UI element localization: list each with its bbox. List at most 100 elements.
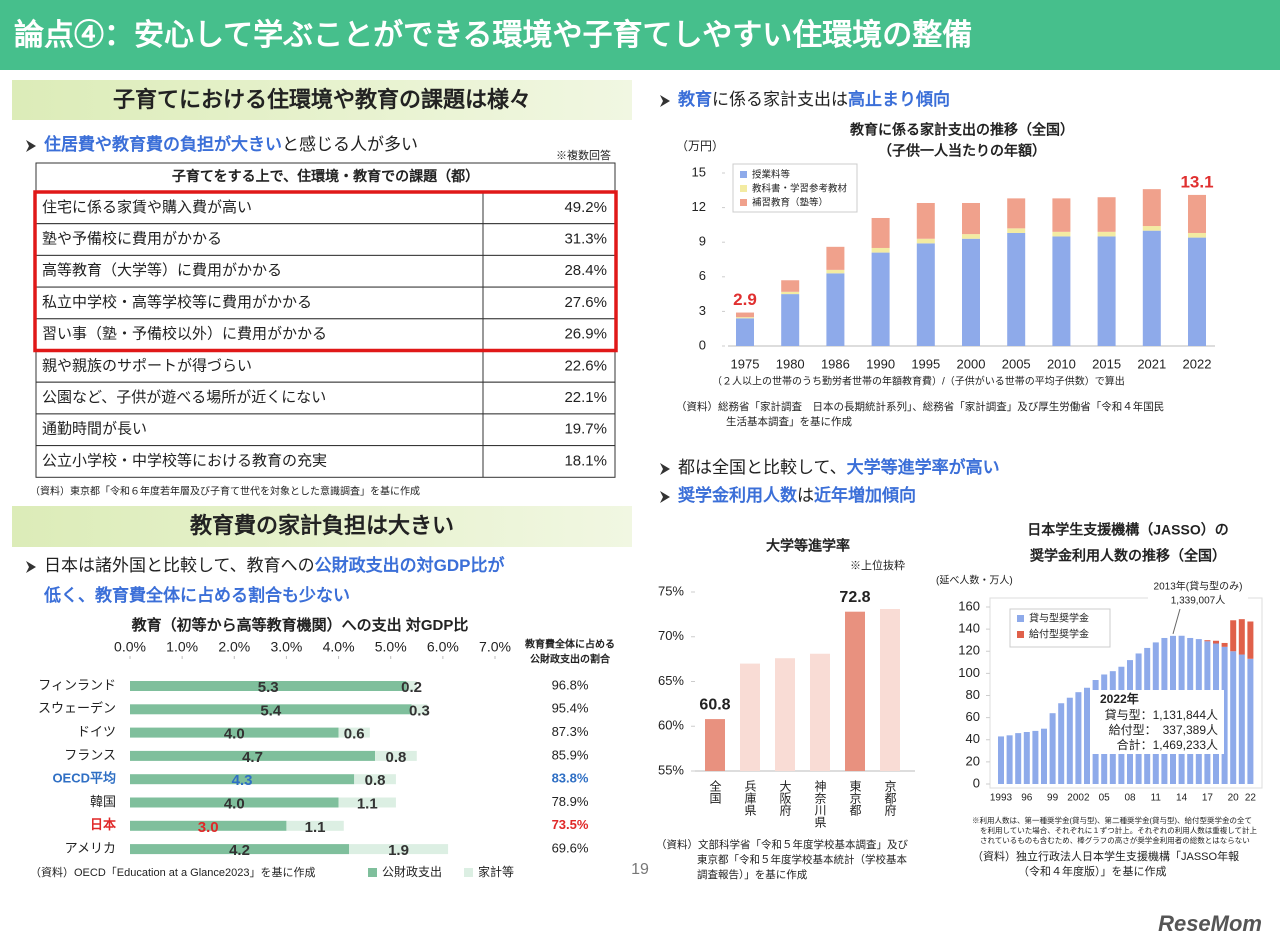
bar-segment: [130, 797, 339, 808]
bullet: 教育に係る家計支出は高止まり傾向: [677, 89, 950, 109]
note: ※上位抜粋: [850, 558, 905, 572]
x-tick-label: 東京都: [848, 780, 862, 816]
bar-segment: [871, 252, 890, 346]
bar-segment: [998, 736, 1004, 784]
bar-segment: [338, 727, 370, 738]
bar-segment: [1142, 230, 1161, 346]
section-heading: 子育てにおける住環境や教育の課題は様々: [113, 87, 531, 112]
x-tick-label: 2022: [1183, 356, 1212, 371]
x-tick-label: 96: [1021, 793, 1033, 804]
footnote: されているものも含むため、棒グラフの高さが奨学金利用者の総数とはならない: [980, 835, 1250, 845]
legend-swatch: [740, 171, 747, 178]
category-label: フランス: [64, 747, 116, 762]
bar-segment: [1049, 713, 1056, 784]
highlight-box: [33, 190, 618, 353]
bullet-arrow: [660, 463, 670, 475]
summary-line: 合計：1,469,233人: [1117, 737, 1218, 752]
source: 生活基本調査」を基に作成: [726, 415, 852, 428]
bar-segment: [916, 202, 935, 239]
section-heading: 教育費の家計負担は大きい: [190, 513, 454, 538]
source: （資料）文部科学省「令和５年度学校基本調査」及び: [656, 838, 908, 851]
bar-segment: [411, 704, 428, 715]
y-tick-label: 20: [966, 753, 980, 768]
summary-title: 2022年: [1100, 691, 1139, 706]
table-value: 49.2%: [564, 199, 607, 216]
emphasis: 近年増加傾向: [814, 485, 916, 505]
emphasis: 高止まり傾向: [848, 89, 950, 109]
axis-label: (延べ人数・万人): [936, 574, 1013, 587]
bar-segment: [1142, 189, 1161, 227]
category-label: 日本: [90, 817, 116, 832]
value-label: 72.8: [839, 589, 870, 606]
table-value: 18.1%: [564, 452, 607, 469]
share-value: 83.8%: [552, 771, 589, 786]
bar-segment: [826, 246, 845, 270]
page-number: 19: [631, 861, 649, 878]
logo: ReseMom: [1158, 911, 1262, 936]
bar-segment: [354, 774, 396, 785]
bar-segment: [1052, 198, 1071, 232]
table-value: 19.7%: [564, 421, 607, 438]
value-label: 0.8: [365, 772, 386, 789]
table-value: 27.6%: [564, 294, 607, 311]
callout: 2013年(貸与型のみ): [1154, 580, 1243, 593]
legend-label: 給付型奨学金: [1029, 628, 1089, 641]
bar-segment: [1007, 198, 1026, 229]
bar-segment: [130, 681, 407, 691]
legend-label: 授業料等: [752, 169, 791, 181]
bullet: 都は全国と比較して、大学等進学率が高い: [678, 457, 1000, 477]
bar-segment: [736, 318, 754, 346]
emphasis: 奨学金利用人数: [677, 485, 798, 505]
bar-segment: [1032, 730, 1039, 784]
text: 日本は諸外国と比較して、教育への: [44, 556, 315, 575]
category-label: ドイツ: [77, 724, 116, 739]
page-title: 論点④：安心して学ぶことができる環境や子育てしやすい住環境の整備: [14, 18, 972, 52]
plot-frame: [989, 597, 1263, 789]
table-row: [35, 381, 616, 415]
bar: [705, 719, 725, 771]
source: （資料）東京都「令和６年度若年層及び子育て世代を対象とした意識調査」を基に作成: [30, 485, 420, 498]
section-heading-box: [12, 506, 632, 547]
bar-segment: [349, 844, 449, 855]
bar: [810, 653, 830, 771]
bar-segment: [1230, 620, 1237, 652]
bar-segment: [781, 280, 800, 292]
bullet-arrow: [660, 491, 670, 503]
y-tick-label: 100: [958, 665, 980, 680]
bar-segment: [871, 217, 890, 248]
value-label: 5.3: [258, 679, 279, 696]
y-tick-label: 160: [958, 598, 980, 613]
value-label: 60.8: [699, 696, 730, 713]
y-tick-label: 140: [958, 621, 980, 636]
bar-segment: [1007, 228, 1026, 233]
bullet: 奨学金利用人数は近年増加傾向: [677, 485, 916, 505]
y-tick-label: 0: [973, 775, 980, 790]
bullet: 低く、教育費全体に占める割合も少ない: [43, 585, 350, 605]
legend-box: [1009, 608, 1111, 648]
bar-segment: [962, 202, 980, 235]
bar-segment: [962, 238, 980, 346]
legend-label: 貸与型奨学金: [1029, 612, 1089, 625]
category-label: フィンランド: [38, 677, 116, 692]
table-item: 高等教育（大学等）に費用がかかる: [42, 261, 282, 279]
share-value: 95.4%: [552, 701, 589, 716]
y-tick-label: 120: [958, 643, 980, 658]
note: ※複数回答: [556, 148, 611, 162]
table-row: [35, 350, 616, 383]
x-tick-label: 3.0%: [270, 639, 302, 655]
source: （令和４年度版）」を基に作成: [1018, 864, 1167, 878]
bar-segment: [1084, 687, 1090, 784]
legend-label: 家計等: [478, 864, 514, 879]
bar-segment: [1188, 232, 1206, 238]
table-item: 習い事（塾・予備校以外）に費用がかかる: [42, 326, 327, 343]
value-label: 1.1: [305, 819, 326, 836]
y-tick-label: 60%: [658, 718, 684, 733]
y-tick-label: 70%: [658, 628, 684, 643]
bar-segment: [826, 269, 845, 274]
bar-segment: [1075, 692, 1082, 784]
section-heading-box: [12, 80, 632, 120]
legend-swatch: [1017, 615, 1024, 622]
x-tick-label: 1.0%: [166, 639, 198, 655]
x-tick-label: 1980: [776, 356, 805, 371]
x-tick-label: 6.0%: [427, 639, 459, 655]
